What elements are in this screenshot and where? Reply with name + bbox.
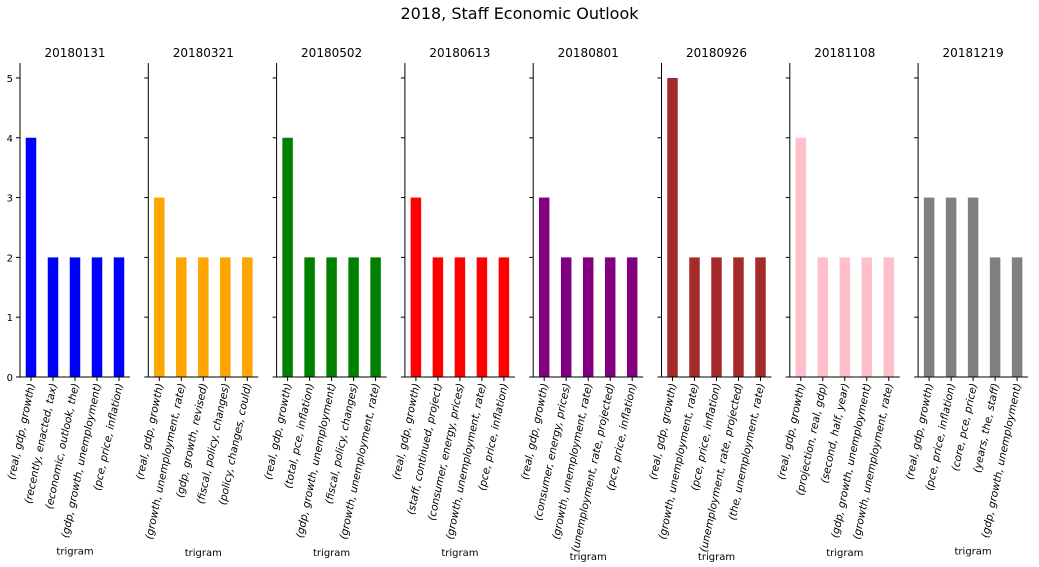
subplot-title: 20180926 — [686, 46, 747, 60]
bar — [326, 257, 337, 377]
bar — [967, 197, 979, 377]
bar — [113, 257, 125, 377]
bar — [795, 137, 807, 377]
y-tick-label: 3 — [7, 194, 13, 205]
subplot-title: 20180321 — [173, 46, 234, 60]
subplot-title: 20180131 — [44, 46, 105, 60]
bar — [989, 257, 1001, 377]
bar — [667, 77, 678, 377]
subplot-20180613: 20180613(real, gdp, growth)(staff, conti… — [391, 46, 515, 559]
bar — [711, 257, 722, 377]
subplot-title: 20180502 — [301, 46, 362, 60]
x-axis-label: trigram — [313, 548, 350, 559]
x-axis-label: trigram — [698, 552, 735, 563]
bar — [432, 257, 444, 377]
bar — [538, 197, 550, 377]
subplot-20180926: 20180926(real, gdp, growth)(growth, unem… — [647, 46, 772, 563]
x-axis-label: trigram — [56, 547, 93, 558]
subplot-title: 20181219 — [943, 46, 1004, 60]
subplot-title: 20180801 — [558, 46, 619, 60]
bar — [560, 257, 572, 377]
bar — [282, 137, 293, 377]
bar — [945, 197, 957, 377]
bar — [582, 257, 594, 377]
bar — [923, 197, 935, 377]
bar — [69, 257, 81, 377]
bar — [883, 257, 895, 377]
subplot-20181219: 20181219(real, gdp, growth)(pce, price, … — [904, 46, 1029, 558]
bar — [839, 257, 851, 377]
y-tick-label: 5 — [7, 74, 13, 85]
x-axis-label: trigram — [570, 552, 607, 563]
bar — [755, 257, 766, 377]
subplot-title: 20181108 — [814, 46, 875, 60]
bar — [689, 257, 700, 377]
y-tick-label: 1 — [7, 313, 13, 324]
subplot-20181108: 20181108(real, gdp, growth)(projection, … — [776, 46, 900, 559]
subplot-20180502: 20180502(real, gdp, growth)(total, pce, … — [262, 46, 387, 559]
bar — [733, 257, 744, 377]
bar — [861, 257, 873, 377]
bar — [454, 257, 466, 377]
subplot-20180321: 20180321(real, gdp, growth)(growth, unem… — [134, 46, 259, 559]
bar — [626, 257, 638, 377]
x-axis-label: trigram — [441, 548, 478, 559]
bar — [817, 257, 829, 377]
bar — [176, 257, 187, 377]
bar — [154, 197, 165, 377]
bar — [370, 257, 381, 377]
bar — [242, 257, 253, 377]
bar — [476, 257, 488, 377]
x-axis-label: trigram — [826, 548, 863, 559]
bar — [25, 137, 37, 377]
bar — [304, 257, 315, 377]
bar — [47, 257, 59, 377]
y-tick-label: 0 — [7, 373, 13, 384]
figure-title: 2018, Staff Economic Outlook — [400, 4, 639, 23]
y-tick-label: 4 — [7, 134, 13, 145]
bar — [410, 197, 422, 377]
subplot-title: 20180613 — [429, 46, 490, 60]
subplot-20180801: 20180801(real, gdp, growth)(consumer, en… — [519, 46, 644, 563]
x-axis-label: trigram — [955, 547, 992, 558]
bar — [1011, 257, 1023, 377]
x-axis-label: trigram — [185, 548, 222, 559]
bar — [91, 257, 103, 377]
bar — [604, 257, 616, 377]
bar — [198, 257, 209, 377]
bar — [498, 257, 510, 377]
y-tick-label: 2 — [7, 253, 13, 264]
bar — [348, 257, 359, 377]
bar — [220, 257, 231, 377]
